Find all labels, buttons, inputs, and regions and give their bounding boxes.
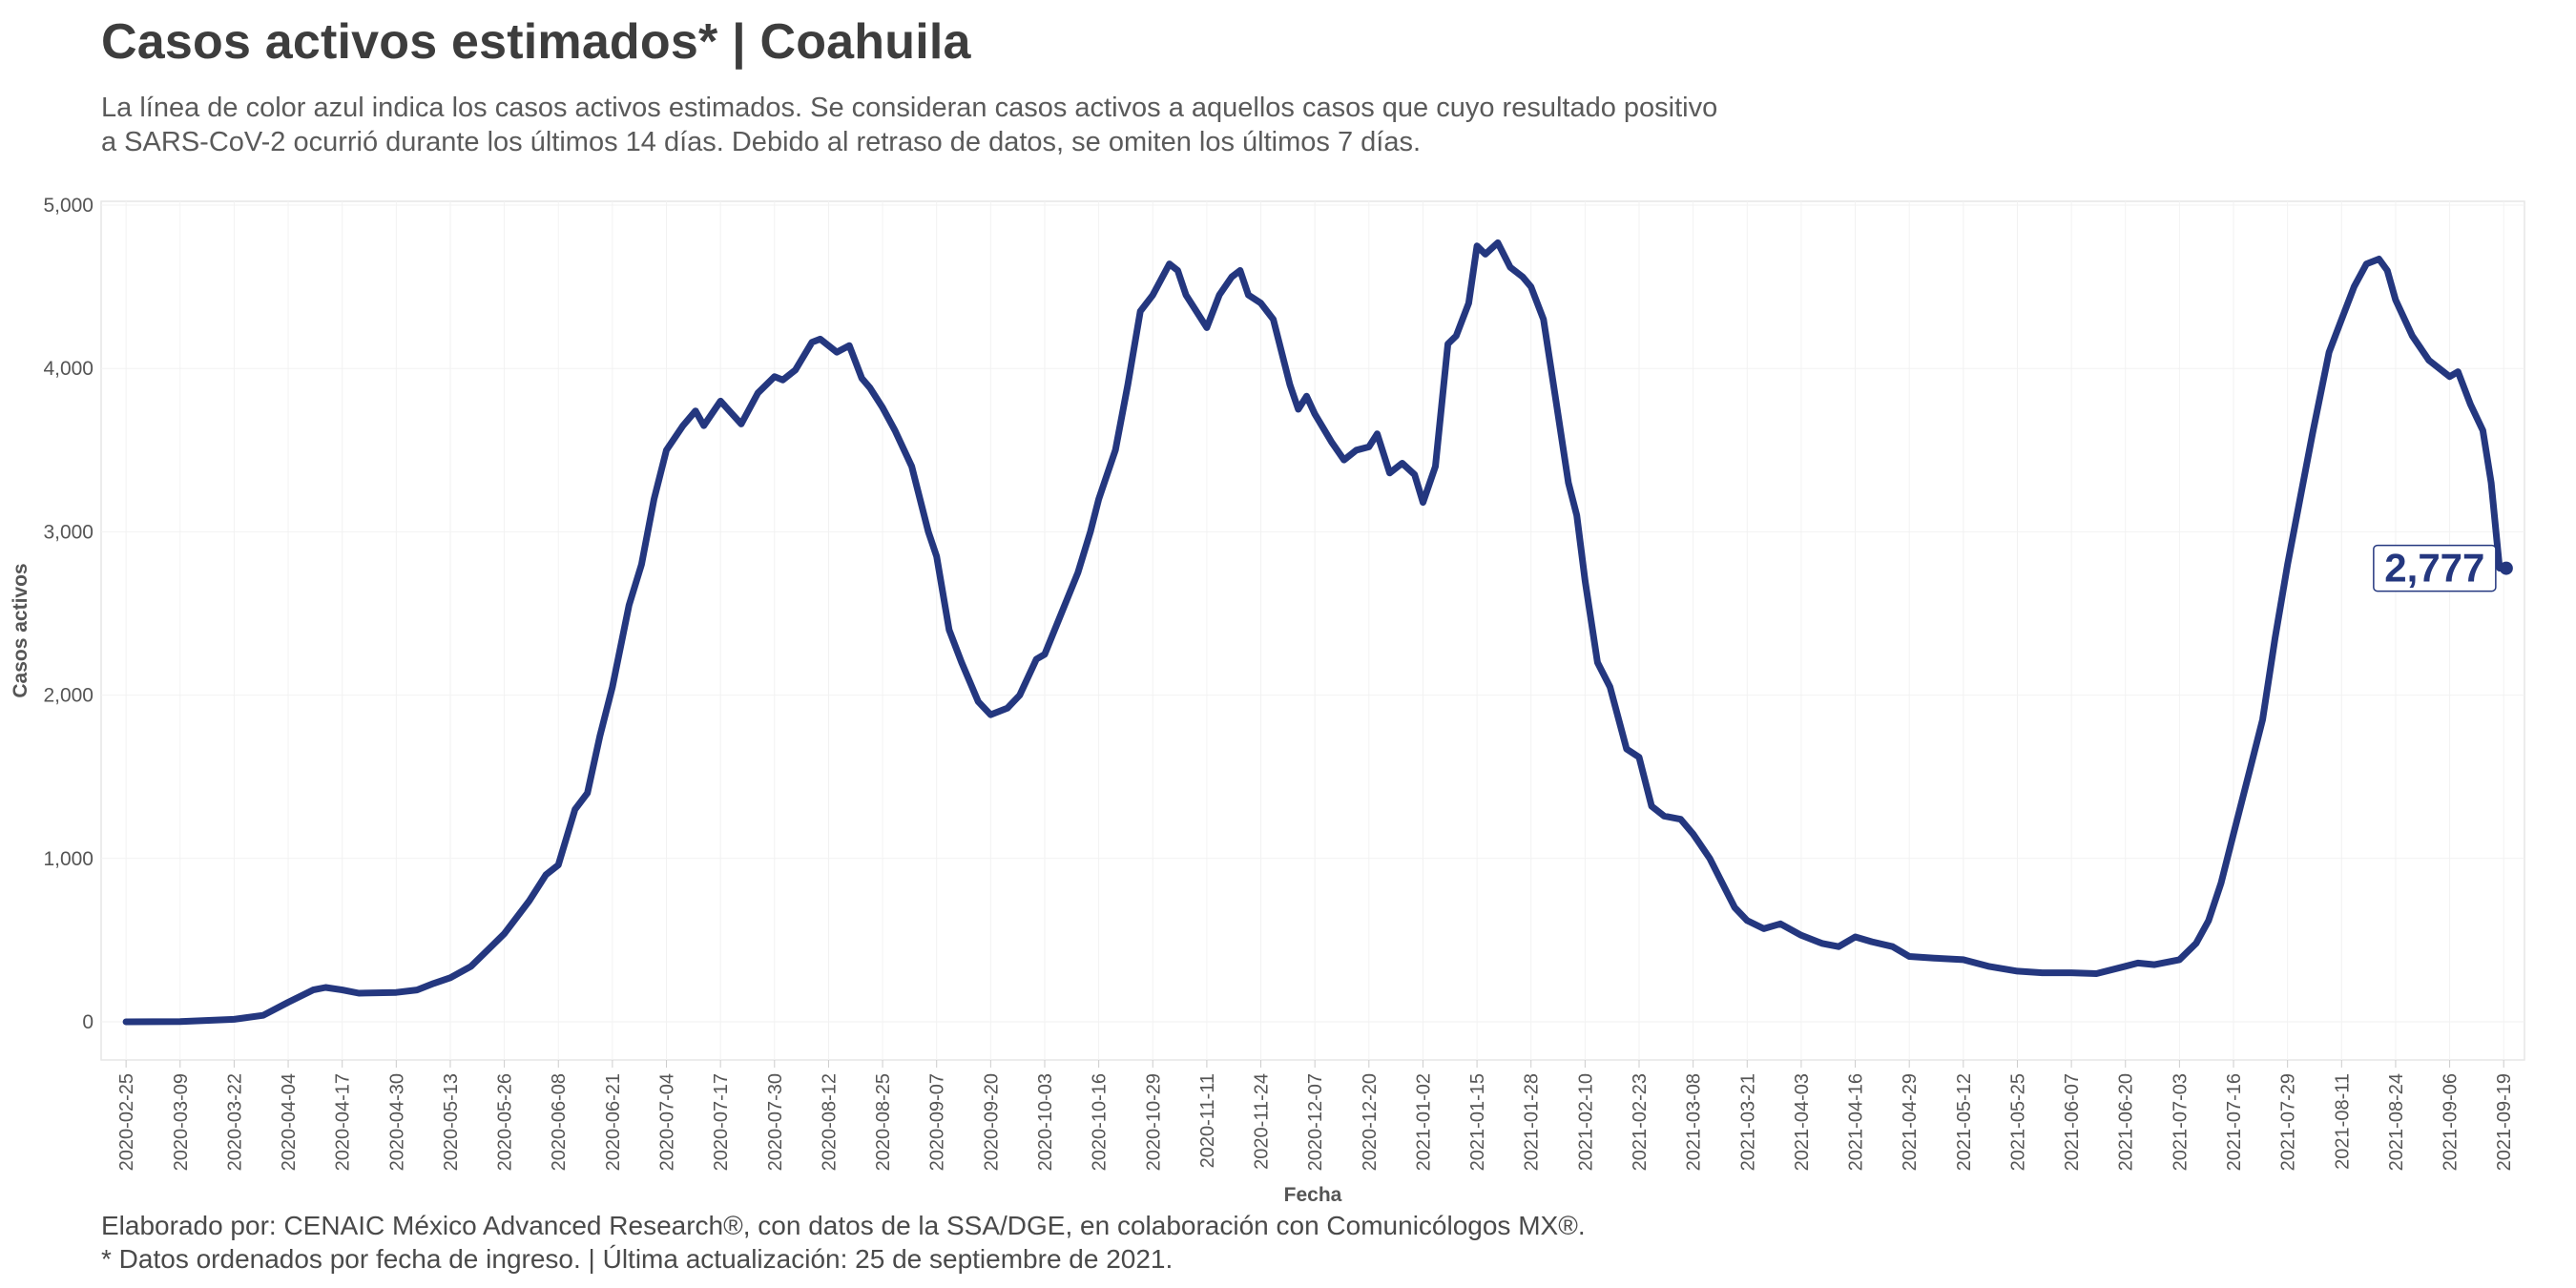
x-tick-label: 2020-06-21: [603, 1073, 624, 1171]
x-tick-label: 2020-11-11: [1197, 1073, 1218, 1168]
y-tick-label: 1,000: [43, 848, 93, 870]
x-tick-label: 2021-06-07: [2062, 1073, 2083, 1171]
x-tick-label: 2020-07-30: [765, 1073, 786, 1171]
x-tick-label: 2021-05-25: [2007, 1073, 2028, 1171]
gridlines: [101, 201, 2524, 1060]
chart-title: Casos activos estimados* | Coahuila: [101, 14, 971, 70]
y-axis-ticks: 0 1,000 2,000 3,000 4,000 5,000: [43, 195, 93, 1033]
x-tick-label: 2020-10-29: [1143, 1073, 1164, 1171]
x-tick-label: 2021-07-03: [2170, 1073, 2191, 1171]
end-value-label: 2,777: [2384, 546, 2484, 591]
chart-subtitle-line-2: a SARS-CoV-2 ocurrió durante los últimos…: [101, 127, 1422, 157]
y-tick-label: 0: [82, 1011, 93, 1033]
x-tick-label: 2020-05-26: [495, 1073, 516, 1171]
end-label-box: [2373, 544, 2497, 592]
y-tick-label: 2,000: [43, 685, 93, 707]
x-tick-label: 2021-04-03: [1792, 1073, 1813, 1171]
x-tick-label: 2020-10-03: [1035, 1073, 1056, 1171]
x-tick-label: 2020-04-04: [279, 1073, 300, 1171]
x-axis-ticks: 2020-02-25 2020-03-09 2020-03-22 2020-04-04…: [116, 1060, 2515, 1171]
x-tick-label: 2021-07-29: [2278, 1073, 2299, 1171]
x-tick-label: 2020-08-25: [873, 1073, 894, 1171]
x-tick-label: 2021-02-23: [1630, 1073, 1651, 1171]
x-tick-label: 2021-02-10: [1575, 1073, 1596, 1171]
x-tick-label: 2021-01-02: [1413, 1073, 1434, 1171]
x-tick-label: 2021-04-16: [1846, 1073, 1867, 1171]
x-tick-label: 2021-09-06: [2441, 1073, 2462, 1171]
x-tick-label: 2021-04-29: [1900, 1073, 1921, 1171]
x-tick-label: 2020-08-12: [819, 1073, 840, 1171]
y-axis-title: Casos activos: [10, 563, 31, 697]
x-tick-label: 2020-07-04: [657, 1073, 678, 1171]
x-tick-label: 2020-03-22: [224, 1073, 245, 1171]
x-tick-label: 2020-09-20: [981, 1073, 1002, 1171]
x-tick-label: 2021-03-21: [1737, 1073, 1758, 1171]
x-tick-label: 2020-12-20: [1360, 1073, 1381, 1171]
x-tick-label: 2020-04-30: [386, 1073, 407, 1171]
x-tick-label: 2020-03-09: [171, 1073, 192, 1171]
y-tick-label: 3,000: [43, 521, 93, 543]
x-tick-label: 2021-05-12: [1954, 1073, 1975, 1171]
chart-subtitle-line-1: La línea de color azul indica los casos …: [101, 93, 1718, 123]
x-axis-title: Fecha: [1284, 1184, 1342, 1202]
x-tick-label: 2020-06-08: [549, 1073, 570, 1171]
y-tick-label: 4,000: [43, 358, 93, 380]
x-tick-label: 2020-10-16: [1090, 1073, 1111, 1171]
plot-panel: [100, 200, 2525, 1061]
x-tick-label: 2021-08-11: [2332, 1073, 2353, 1170]
series-line: [122, 239, 2503, 1026]
footer-credit: Elaborado por: CENAIC México Advanced Re…: [101, 1211, 1586, 1240]
x-tick-label: 2021-06-20: [2116, 1073, 2137, 1171]
x-tick-label: 2021-01-15: [1467, 1073, 1488, 1171]
footer-note: * Datos ordenados por fecha de ingreso. …: [101, 1244, 1174, 1274]
y-tick-label: 5,000: [43, 195, 93, 217]
end-point-marker: [2499, 561, 2513, 575]
x-tick-label: 2020-05-13: [441, 1073, 462, 1171]
x-tick-label: 2021-08-24: [2386, 1073, 2407, 1171]
x-tick-label: 2020-11-24: [1252, 1073, 1273, 1170]
x-tick-label: 2021-03-08: [1684, 1073, 1705, 1171]
x-tick-label: 2020-12-07: [1305, 1073, 1326, 1171]
x-tick-label: 2020-02-25: [116, 1073, 137, 1171]
x-tick-label: 2021-09-19: [2494, 1073, 2515, 1171]
x-tick-label: 2020-04-17: [333, 1073, 354, 1171]
x-tick-label: 2021-07-16: [2224, 1073, 2245, 1171]
x-tick-label: 2020-07-17: [711, 1073, 732, 1171]
x-tick-label: 2020-09-07: [927, 1073, 948, 1171]
x-tick-label: 2021-01-28: [1522, 1073, 1543, 1171]
